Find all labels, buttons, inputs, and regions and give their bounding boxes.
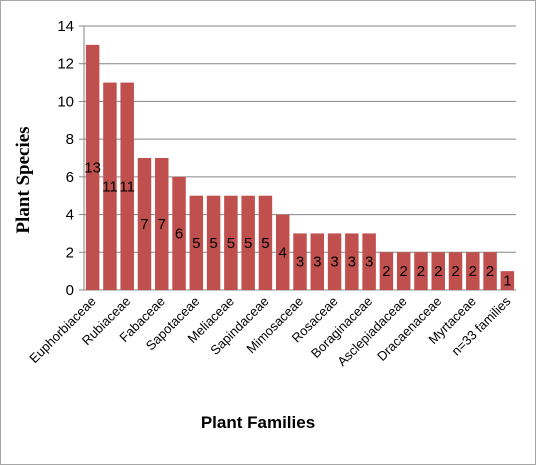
- bar: [293, 233, 307, 290]
- data-label: 3: [348, 254, 356, 271]
- y-tick-label: 14: [57, 18, 74, 35]
- data-label: 2: [382, 263, 390, 280]
- data-label: 5: [261, 235, 269, 252]
- y-tick-label: 8: [66, 131, 74, 148]
- data-label: 2: [451, 263, 459, 280]
- y-tick-label: 6: [66, 169, 74, 186]
- data-label: 7: [158, 216, 166, 233]
- data-label: 13: [84, 159, 101, 176]
- data-label: 2: [486, 263, 494, 280]
- bar: [466, 252, 480, 290]
- bar: [448, 252, 463, 290]
- y-tick-label: 0: [66, 282, 74, 299]
- bars: [85, 44, 515, 290]
- y-tick-label: 4: [66, 207, 74, 224]
- data-label: 4: [279, 244, 287, 261]
- bar: [206, 195, 221, 290]
- data-label: 2: [469, 263, 477, 280]
- bar: [85, 44, 100, 290]
- y-tick-labels: 0 2 4 6 8 10 12 14: [57, 18, 74, 299]
- bar: [483, 252, 497, 290]
- data-label: 5: [227, 235, 235, 252]
- data-label: 11: [102, 178, 118, 195]
- data-label: 3: [296, 254, 304, 271]
- bar: [310, 233, 325, 290]
- bar: [120, 82, 134, 290]
- bar: [275, 214, 290, 290]
- bar: [189, 195, 204, 290]
- data-label: 3: [313, 254, 321, 271]
- data-label: 6: [175, 225, 183, 242]
- bar: [379, 252, 394, 290]
- bar: [414, 252, 428, 290]
- data-label: 5: [244, 235, 252, 252]
- bar: [500, 271, 515, 290]
- category-labels: EuphorbiaceaeRubiaceaeFabaceaeSapotaceae…: [26, 293, 514, 369]
- y-tick-label: 2: [66, 244, 74, 261]
- data-label: 1: [503, 273, 511, 290]
- bar: [103, 82, 117, 290]
- bar: [327, 233, 342, 290]
- bar: [396, 252, 411, 290]
- bar: [258, 195, 273, 290]
- y-tick-label: 10: [57, 93, 74, 110]
- x-axis-title: Plant Families: [201, 413, 315, 432]
- data-label: 3: [365, 254, 373, 271]
- data-label: 2: [434, 263, 442, 280]
- data-label: 5: [209, 235, 217, 252]
- bar: [241, 195, 255, 290]
- data-label: 11: [119, 178, 135, 195]
- bar: [345, 233, 359, 290]
- data-label: 3: [330, 254, 338, 271]
- bar: [224, 195, 238, 290]
- data-label: 7: [140, 216, 148, 233]
- data-label: 2: [417, 263, 425, 280]
- data-label: 5: [192, 235, 200, 252]
- bar: [137, 158, 152, 290]
- bar: [172, 176, 186, 290]
- data-label: 2: [400, 263, 408, 280]
- y-axis-title: Plant Species: [13, 126, 34, 233]
- bar: [431, 252, 445, 290]
- y-tick-label: 12: [57, 56, 74, 73]
- bar: [362, 233, 376, 290]
- bar: [155, 158, 169, 290]
